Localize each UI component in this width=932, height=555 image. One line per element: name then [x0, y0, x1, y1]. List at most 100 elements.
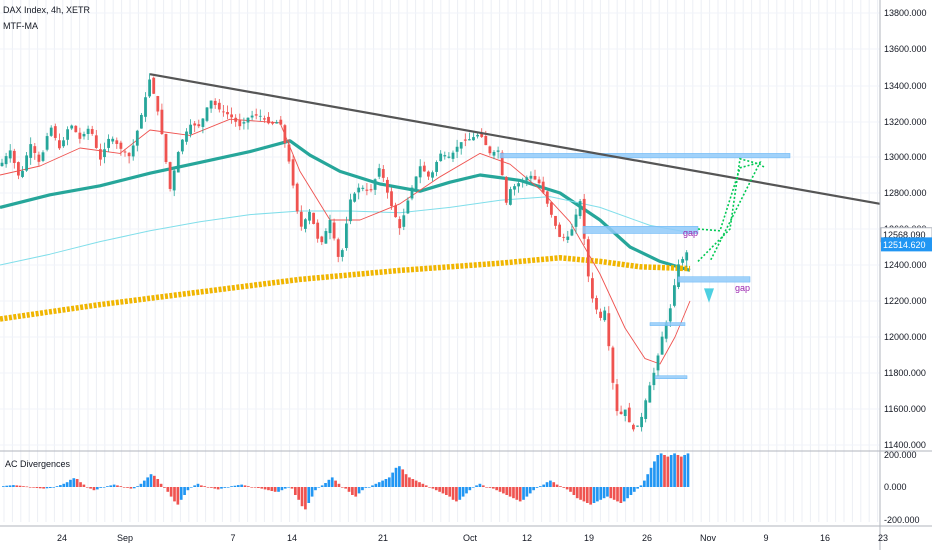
ac-histogram-bar — [213, 487, 217, 489]
ac-histogram-bar — [626, 487, 629, 499]
candle-body — [90, 129, 94, 134]
candle-body — [17, 162, 20, 176]
candle-body — [21, 170, 24, 177]
candle-body — [94, 135, 98, 148]
y-tick-label: 11800.000 — [884, 368, 926, 378]
candle-body — [492, 151, 496, 156]
x-tick-label: 19 — [584, 533, 594, 543]
candle-body — [369, 189, 373, 191]
candle-body — [455, 146, 459, 152]
candle-body — [496, 150, 500, 152]
candle-body — [299, 211, 303, 227]
candle-body — [0, 162, 4, 167]
ac-histogram-bar — [267, 487, 270, 491]
candle-body — [664, 322, 668, 339]
ac-histogram-bar — [236, 485, 240, 487]
candle-body — [135, 130, 139, 146]
y-tick-label: 13200.000 — [884, 117, 927, 127]
ac-histogram-bar — [156, 479, 160, 487]
x-tick-label: Nov — [700, 533, 717, 543]
candle-body — [209, 100, 213, 109]
x-tick-label: 23 — [878, 533, 888, 543]
candle-body — [66, 129, 69, 140]
ac-histogram-bar — [79, 482, 82, 487]
candle-body — [250, 115, 254, 118]
candle-body — [107, 138, 110, 148]
candle-body — [103, 149, 106, 158]
ac-histogram-bar — [649, 467, 653, 487]
candle-body — [308, 211, 311, 221]
candle-body — [115, 140, 119, 144]
ac-histogram-bar — [354, 487, 358, 497]
candle-body — [70, 125, 74, 129]
candle-body — [29, 144, 33, 158]
candle-body — [533, 176, 537, 180]
ma-line-1 — [0, 139, 691, 272]
ac-histogram-bar — [552, 482, 556, 487]
candle-body — [238, 120, 242, 127]
ac-histogram-bar — [502, 487, 505, 494]
candle-body — [287, 144, 291, 162]
candle-body — [677, 264, 680, 288]
ac-histogram-bar — [102, 487, 106, 488]
candle-body — [525, 177, 529, 181]
ac-histogram-bar — [596, 487, 599, 502]
ac-histogram-bar — [357, 487, 361, 494]
candle-body — [160, 109, 164, 134]
ac-histogram-bar — [233, 485, 237, 487]
candle-body — [410, 187, 414, 199]
candle-body — [99, 149, 102, 160]
ac-histogram-bar — [663, 455, 666, 487]
candle-body — [8, 150, 12, 159]
zone-box — [654, 375, 688, 379]
candle-body — [660, 336, 664, 355]
ac-histogram-bar — [176, 487, 180, 505]
ac-histogram-bar — [344, 487, 348, 489]
ac-histogram-bar — [549, 480, 552, 487]
candle-body — [234, 117, 238, 122]
ac-histogram-bar — [606, 487, 609, 497]
ac-histogram-bar — [673, 453, 676, 487]
ac-histogram-bar — [340, 487, 344, 488]
ac-histogram-bar — [65, 482, 69, 487]
candle-body — [541, 181, 545, 193]
ac-histogram-bar — [683, 455, 686, 487]
y-tick-label: 12800.000 — [884, 188, 927, 198]
ac-histogram-bar — [465, 487, 468, 494]
projection-path — [697, 161, 762, 262]
candle-body — [53, 126, 57, 138]
candle-body — [554, 215, 557, 226]
candle-body — [668, 308, 672, 322]
candle-body — [566, 236, 570, 240]
ac-histogram-bar — [270, 487, 274, 491]
candle-body — [599, 311, 602, 318]
ac-histogram-bar — [257, 487, 260, 488]
candle-body — [316, 222, 320, 239]
candle-body — [463, 139, 467, 141]
ac-histogram-bar — [250, 487, 254, 488]
ac-histogram-bar — [173, 487, 176, 502]
x-tick-label: 7 — [230, 533, 235, 543]
candle-body — [582, 198, 586, 239]
candle-body — [246, 117, 250, 123]
ac-histogram-bar — [347, 487, 351, 492]
candle-body — [644, 400, 648, 419]
ac-histogram-bar — [377, 482, 381, 487]
ac-histogram-bar — [2, 486, 5, 487]
candle-body — [324, 231, 328, 244]
candle-body — [685, 252, 689, 261]
ac-histogram-bar — [216, 487, 220, 490]
ma-line-2 — [0, 255, 691, 322]
ac-histogram-bar — [85, 487, 89, 488]
zone-box — [677, 276, 751, 283]
ma-line-4 — [0, 118, 691, 365]
ac-histogram-bar — [468, 487, 472, 491]
ac-histogram-bar — [559, 486, 562, 487]
ac-histogram-bar — [679, 456, 683, 487]
candle-body — [570, 229, 574, 236]
ac-histogram-bar — [8, 485, 12, 487]
ac-histogram-bar — [572, 487, 576, 495]
ac-histogram-bar — [629, 487, 633, 495]
candle-body — [586, 239, 590, 277]
ac-histogram-bar — [364, 487, 368, 488]
